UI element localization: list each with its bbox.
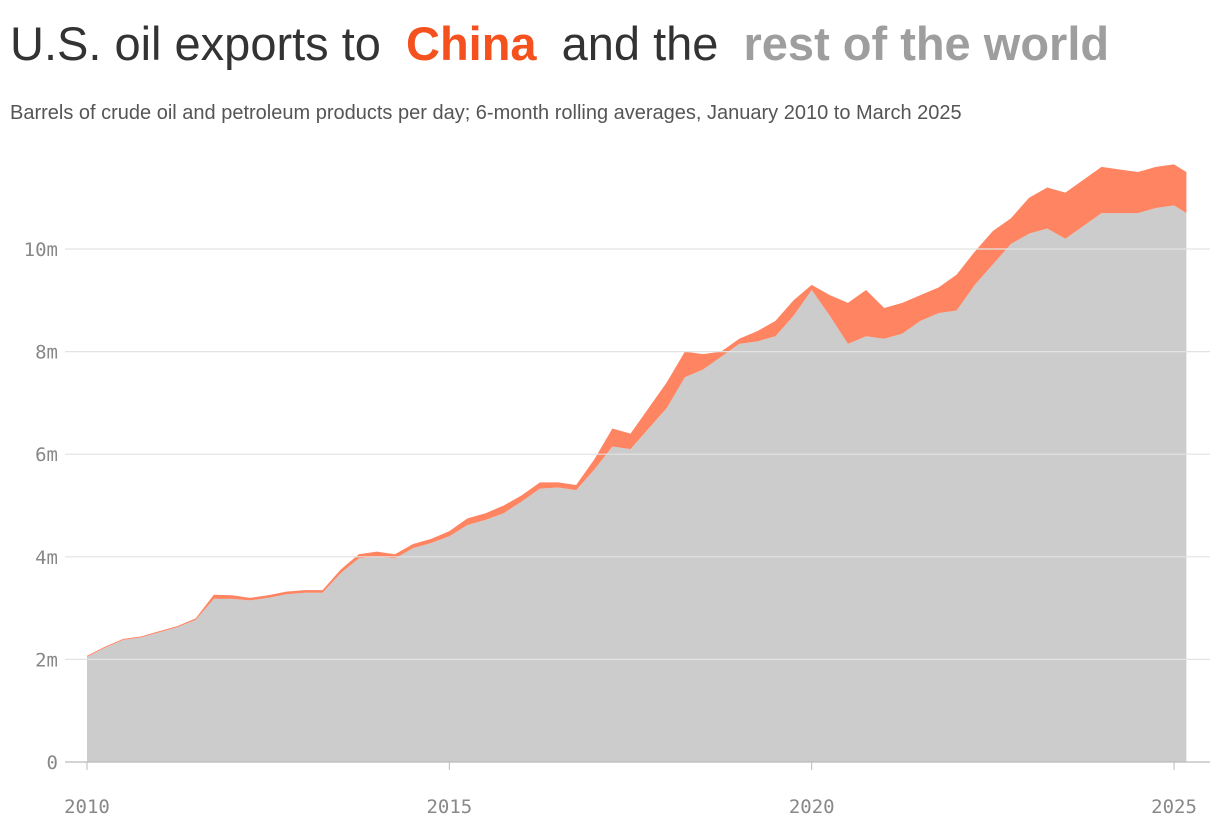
- legend-entry: rest of the world: [744, 17, 1110, 70]
- y-tick-label: 10m: [24, 239, 58, 261]
- chart-title: U.S. oil exports to China and the rest o…: [10, 17, 1109, 70]
- area: [87, 205, 1187, 762]
- title-part: and the: [562, 17, 719, 70]
- x-tick-label: 2010: [64, 796, 110, 818]
- y-tick-label: 2m: [35, 649, 58, 671]
- x-tick-label: 2015: [426, 796, 472, 818]
- x-tick-label: 2025: [1151, 796, 1197, 818]
- x-tick-label: 2020: [789, 796, 835, 818]
- y-tick-label: 8m: [35, 342, 58, 364]
- y-tick-label: 6m: [35, 444, 58, 466]
- area: [87, 164, 1187, 657]
- y-tick-label: 4m: [35, 547, 58, 569]
- legend-entry: China: [406, 17, 537, 70]
- title-part: U.S. oil exports to: [10, 17, 381, 70]
- y-tick-label: 0: [47, 752, 58, 774]
- subtitle: Barrels of crude oil and petroleum produ…: [10, 102, 962, 124]
